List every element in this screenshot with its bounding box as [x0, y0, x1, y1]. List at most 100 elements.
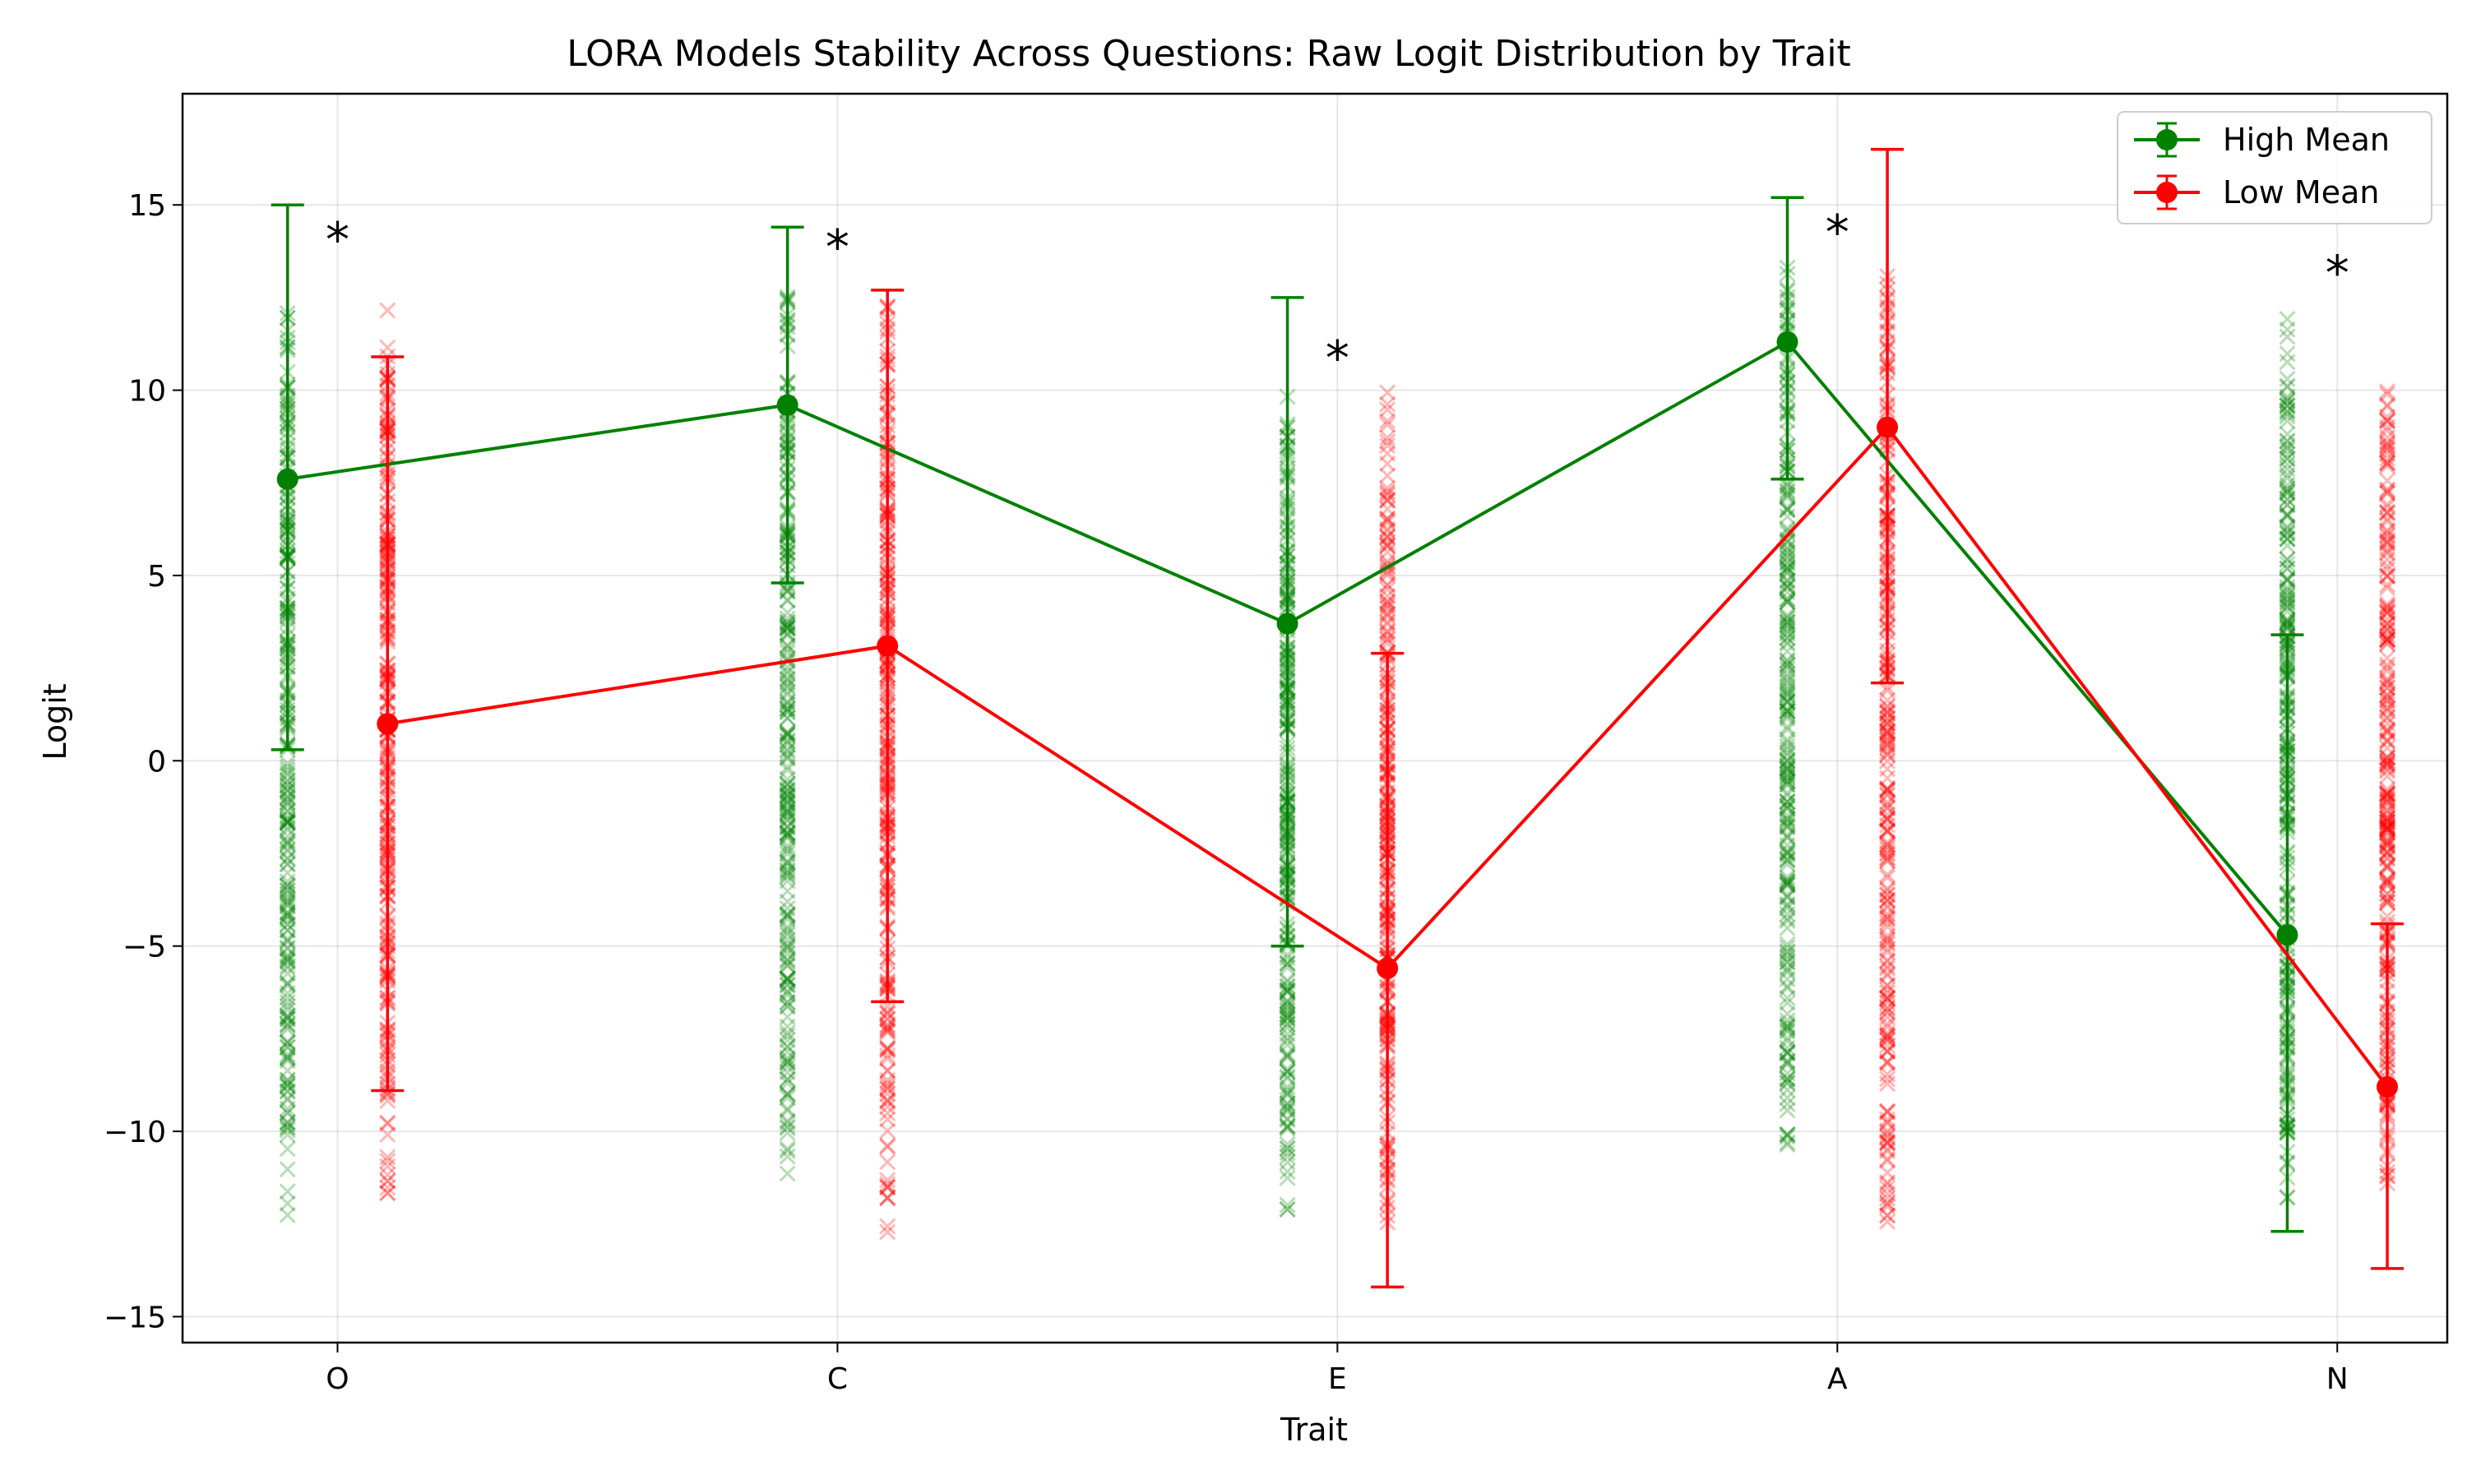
- scatter-point: [1279, 978, 1296, 995]
- scatter-point: [779, 921, 796, 938]
- scatter-point: [1879, 806, 1896, 823]
- scatter-point: [1879, 782, 1896, 799]
- scatter-point: [2279, 439, 2296, 456]
- scatter-point: [779, 818, 796, 835]
- scatter-point: [1879, 849, 1896, 867]
- scatter-point: [779, 686, 796, 703]
- scatter-point: [1779, 530, 1796, 548]
- scatter-point: [2279, 378, 2296, 395]
- scatter-point: [779, 1052, 796, 1069]
- scatter-point: [779, 625, 796, 642]
- scatter-point: [279, 904, 296, 921]
- scatter-point: [2279, 525, 2296, 543]
- scatter-point: [879, 1042, 896, 1059]
- scatter-point: [279, 849, 296, 867]
- scatter-point: [279, 922, 296, 939]
- scatter-point: [279, 1007, 296, 1024]
- scatter-point: [1779, 661, 1796, 678]
- scatter-point: [779, 804, 796, 821]
- scatter-point: [1279, 1201, 1296, 1218]
- scatter-point: [879, 1190, 896, 1207]
- scatter-point: [1279, 1100, 1296, 1117]
- scatter-point: [2378, 540, 2396, 557]
- scatter-point: [779, 924, 796, 941]
- scatter-point: [279, 836, 296, 853]
- scatter-point: [1279, 982, 1296, 999]
- scatter-point: [279, 761, 296, 779]
- scatter-point: [779, 1118, 796, 1135]
- scatter-point: [2378, 631, 2396, 648]
- scatter-point: [779, 905, 796, 922]
- scatter-point: [2279, 589, 2296, 607]
- scatter-point: [2279, 570, 2296, 587]
- scatter-point: [279, 821, 296, 839]
- scatter-point: [1779, 655, 1796, 673]
- scatter-point: [1879, 965, 1896, 982]
- scatter-point: [2378, 437, 2396, 454]
- scatter-point: [1879, 1027, 1896, 1044]
- scatter-point: [1879, 1053, 1896, 1070]
- scatter-point: [2378, 576, 2396, 594]
- scatter-point: [1779, 681, 1796, 698]
- scatter-point: [1279, 1006, 1296, 1023]
- scatter-point: [1779, 1095, 1796, 1112]
- scatter-point: [379, 1126, 396, 1144]
- scatter-point: [279, 984, 296, 1002]
- scatter-point: [2378, 398, 2396, 415]
- scatter-point: [1879, 1037, 1896, 1054]
- scatter-point: [1779, 558, 1796, 576]
- scatter-point: [1779, 797, 1796, 814]
- scatter-point: [279, 889, 296, 906]
- scatter-point: [2378, 785, 2396, 802]
- scatter-point: [779, 936, 796, 953]
- scatter-point: [1879, 899, 1896, 916]
- scatter-point: [1879, 782, 1896, 799]
- scatter-point: [779, 725, 796, 742]
- scatter-point: [779, 908, 796, 925]
- scatter-point: [279, 812, 296, 830]
- scatter-point: [2279, 587, 2296, 604]
- scatter-point: [2378, 615, 2396, 632]
- scatter-point: [2279, 613, 2296, 631]
- scatter-point: [2279, 591, 2296, 608]
- scatter-point: [1779, 851, 1796, 868]
- scatter-point: [279, 1034, 296, 1052]
- scatter-point: [2279, 518, 2296, 535]
- scatter-point: [2279, 480, 2296, 497]
- scatter-point: [279, 915, 296, 932]
- scatter-point: [1779, 733, 1796, 751]
- scatter-point: [1779, 800, 1796, 817]
- scatter-point: [779, 577, 796, 594]
- scatter-point: [279, 1049, 296, 1066]
- scatter-point: [1879, 1195, 1896, 1212]
- scatter-point: [2279, 432, 2296, 450]
- scatter-point: [2378, 813, 2396, 830]
- scatter-point: [1879, 702, 1896, 719]
- scatter-point: [1779, 486, 1796, 503]
- scatter-point: [279, 908, 296, 925]
- scatter-point: [1779, 1055, 1796, 1072]
- scatter-point: [279, 1118, 296, 1136]
- scatter-point: [1779, 718, 1796, 736]
- scatter-point: [779, 862, 796, 880]
- scatter-point: [2279, 388, 2296, 405]
- scatter-point: [779, 696, 796, 714]
- scatter-point: [1879, 752, 1896, 770]
- scatter-point: [779, 957, 796, 974]
- scatter-point: [1879, 734, 1896, 751]
- scatter-point: [379, 1172, 396, 1190]
- scatter-point: [1779, 818, 1796, 835]
- scatter-point: [779, 867, 796, 884]
- scatter-point: [779, 782, 796, 799]
- scatter-point: [1879, 891, 1896, 908]
- scatter-point: [2378, 858, 2396, 876]
- scatter-point: [1779, 578, 1796, 595]
- scatter-point: [1779, 572, 1796, 589]
- scatter-point: [2378, 412, 2396, 429]
- scatter-point: [1779, 501, 1796, 518]
- scatter-point: [2378, 579, 2396, 597]
- scatter-point: [1779, 853, 1796, 870]
- scatter-point: [2279, 506, 2296, 524]
